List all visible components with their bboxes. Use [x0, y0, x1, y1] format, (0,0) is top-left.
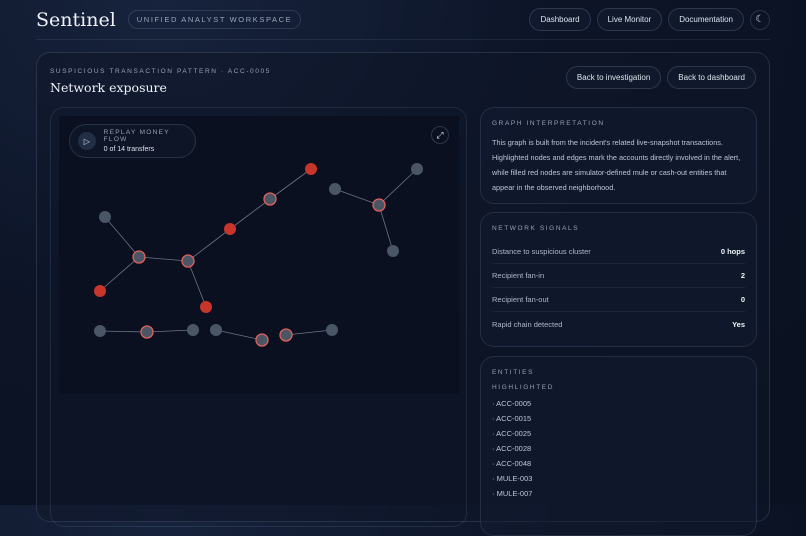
account-node[interactable] [210, 324, 222, 336]
signal-row: Recipient fan-out 0 [492, 288, 745, 312]
graph-edge[interactable] [99, 330, 148, 333]
highlighted-node[interactable] [263, 192, 277, 206]
graph-edge[interactable] [138, 256, 189, 262]
account-node[interactable] [329, 183, 341, 195]
signal-label: Recipient fan-out [492, 295, 549, 304]
graph-edge[interactable] [378, 168, 418, 206]
signal-label: Distance to suspicious cluster [492, 247, 591, 256]
signal-value: Yes [732, 319, 745, 329]
account-node[interactable] [387, 245, 399, 257]
top-bar: Sentinel UNIFIED ANALYST WORKSPACE Dashb… [36, 0, 770, 40]
graph-edge[interactable] [187, 260, 207, 308]
graph-edge[interactable] [285, 329, 333, 336]
network-card: SUSPICIOUS TRANSACTION PATTERN · ACC-000… [36, 52, 770, 536]
highlighted-node[interactable] [279, 328, 293, 342]
signal-label: Recipient fan-in [492, 271, 545, 280]
entity-item[interactable]: · ACC-0025 [492, 429, 532, 438]
nav-documentation[interactable]: Documentation [668, 8, 744, 31]
interpretation-heading: GRAPH INTERPRETATION [492, 120, 605, 127]
graph-interpretation-panel: GRAPH INTERPRETATION This graph is built… [480, 107, 757, 204]
entity-item[interactable]: · ACC-0028 [492, 444, 532, 453]
replay-money-flow-button[interactable]: ▷ REPLAY MONEY FLOW 0 of 14 transfers [69, 124, 196, 158]
interpretation-text: This graph is built from the incident's … [492, 138, 741, 192]
back-to-investigation-button[interactable]: Back to investigation [565, 66, 662, 89]
graph-panel: ▷ REPLAY MONEY FLOW 0 of 14 transfers ⤢ [50, 107, 467, 527]
signal-row: Rapid chain detected Yes [492, 312, 745, 336]
graph-edge[interactable] [146, 329, 194, 333]
graph-edge[interactable] [334, 188, 380, 206]
account-node[interactable] [326, 324, 338, 336]
signal-label: Rapid chain detected [492, 319, 563, 329]
mule-node[interactable] [200, 301, 212, 313]
back-to-dashboard-button[interactable]: Back to dashboard [667, 66, 756, 89]
entities-subheading: HIGHLIGHTED [492, 384, 555, 391]
signal-value: 0 [740, 295, 745, 304]
moon-icon: ☾ [755, 14, 765, 25]
entity-item[interactable]: · ACC-0005 [492, 399, 532, 408]
entity-item[interactable]: · ACC-0015 [492, 414, 532, 423]
replay-progress: 0 of 14 transfers [103, 146, 155, 153]
highlighted-node[interactable] [372, 198, 386, 212]
signal-row: Distance to suspicious cluster 0 hops [492, 240, 745, 264]
graph-edge[interactable] [99, 256, 140, 292]
entities-panel: ENTITIES HIGHLIGHTED · ACC-0005 · ACC-00… [480, 356, 757, 536]
signal-value: 0 hops [720, 247, 745, 256]
highlighted-node[interactable] [255, 333, 269, 347]
graph-edge[interactable] [378, 204, 394, 252]
mule-node[interactable] [305, 163, 317, 175]
nav-dashboard[interactable]: Dashboard [529, 8, 591, 31]
page-title: Network exposure [50, 80, 167, 95]
signal-row: Recipient fan-in 2 [492, 264, 745, 288]
graph-edge[interactable] [187, 228, 231, 262]
highlighted-node[interactable] [140, 325, 154, 339]
account-node[interactable] [94, 325, 106, 337]
graph-edge[interactable] [104, 216, 140, 258]
highlighted-node[interactable] [181, 254, 195, 268]
mule-node[interactable] [94, 285, 106, 297]
graph-canvas[interactable] [59, 116, 459, 394]
network-signals-panel: NETWORK SIGNALS Distance to suspicious c… [480, 212, 757, 347]
account-node[interactable] [411, 163, 423, 175]
graph-edge[interactable] [229, 198, 271, 230]
graph-edge[interactable] [269, 168, 312, 200]
replay-label: REPLAY MONEY FLOW [103, 129, 170, 143]
brand-logo[interactable]: Sentinel [36, 8, 116, 31]
graph-edge[interactable] [215, 329, 263, 341]
workspace-tag: UNIFIED ANALYST WORKSPACE [127, 10, 302, 29]
play-icon[interactable]: ▷ [78, 132, 96, 150]
account-node[interactable] [187, 324, 199, 336]
account-node[interactable] [99, 211, 111, 223]
entities-heading: ENTITIES [492, 369, 535, 376]
nav-live-monitor[interactable]: Live Monitor [596, 8, 663, 31]
entity-item[interactable]: · MULE-007 [492, 489, 533, 498]
expand-icon[interactable]: ⤢ [431, 126, 449, 144]
mule-node[interactable] [224, 223, 236, 235]
top-nav: Dashboard Live Monitor Documentation ☾ [529, 8, 770, 31]
entity-item[interactable]: · ACC-0048 [492, 459, 532, 468]
page-eyebrow: SUSPICIOUS TRANSACTION PATTERN · ACC-000… [50, 68, 271, 75]
signal-value: 2 [740, 271, 745, 280]
entity-item[interactable]: · MULE-003 [492, 474, 533, 483]
network-graph[interactable]: ▷ REPLAY MONEY FLOW 0 of 14 transfers ⤢ [59, 116, 459, 394]
theme-toggle[interactable]: ☾ [750, 9, 770, 30]
signals-heading: NETWORK SIGNALS [492, 225, 580, 232]
highlighted-node[interactable] [132, 250, 146, 264]
